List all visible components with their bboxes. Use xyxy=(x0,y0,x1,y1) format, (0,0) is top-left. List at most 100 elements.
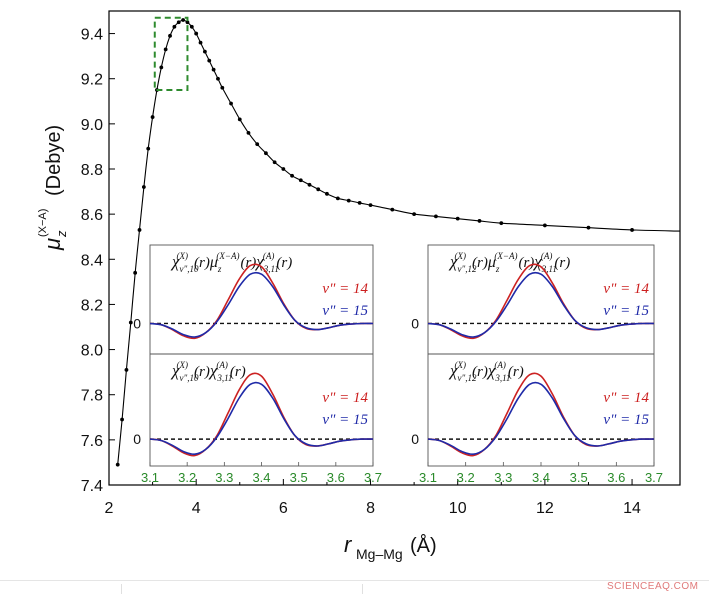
inset-x-tick-label: 3.7 xyxy=(364,470,382,485)
data-point xyxy=(181,18,185,22)
legend-v15: v" = 15 xyxy=(603,303,649,319)
insets: 3.1 3.2 3.3 3.4 3.5 3.6 3.7 χv",10(X) (r)μz(X−A)… xyxy=(133,244,663,485)
inset-x-tick-label: 3.6 xyxy=(327,470,345,485)
y-axis-label: μ z (X−A) (Debye) xyxy=(37,125,69,251)
zero-label: 0 xyxy=(133,431,141,447)
data-point xyxy=(185,20,190,25)
inset-formula: χv",10(X) (r)χ3,11(A) (r) xyxy=(170,360,246,383)
x-axis-label: r Mg–Mg (Å) xyxy=(344,532,437,562)
inset-x-tick-label: 3.5 xyxy=(570,470,588,485)
inset-x-tick-label: 3.1 xyxy=(141,470,159,485)
footer-tick-1 xyxy=(121,584,122,594)
legend-v14: v" = 14 xyxy=(603,281,649,297)
y-tick-label: 8.6 xyxy=(81,207,103,224)
legend-v15: v" = 15 xyxy=(603,412,649,428)
data-point xyxy=(455,216,460,221)
x-tick-label: 10 xyxy=(449,500,467,517)
data-point xyxy=(194,31,199,36)
data-point xyxy=(307,182,312,187)
data-point xyxy=(246,130,251,135)
footer-tick-2 xyxy=(362,584,363,594)
data-point xyxy=(146,146,151,151)
data-point xyxy=(412,212,417,217)
data-point xyxy=(172,24,177,29)
data-point xyxy=(281,167,286,171)
data-point xyxy=(198,40,203,45)
data-point xyxy=(346,198,351,203)
inset-x-tick-label: 3.4 xyxy=(532,470,550,485)
inset-panel-2: 3.1 3.2 3.3 3.4 3.5 3.6 3.7 χv",12(X) (r)μz(X−A)… xyxy=(411,244,663,485)
data-point xyxy=(586,225,591,230)
data-point xyxy=(115,462,120,467)
x-label-sub: Mg–Mg xyxy=(356,546,403,562)
data-point xyxy=(220,85,225,90)
data-point xyxy=(390,207,395,212)
zero-label: 0 xyxy=(411,431,419,447)
data-point xyxy=(128,320,133,325)
legend-v14: v" = 14 xyxy=(603,390,649,406)
data-point xyxy=(150,115,155,119)
curve-v15 xyxy=(427,381,655,456)
plot-frame xyxy=(108,10,681,486)
inset-x-tick-label: 3.4 xyxy=(252,470,270,485)
data-point xyxy=(168,33,172,38)
data-point xyxy=(211,67,216,72)
x-tick-label: 6 xyxy=(279,500,288,517)
data-point xyxy=(202,49,207,54)
x-tick-label: 4 xyxy=(192,500,201,517)
data-point xyxy=(207,58,212,63)
inset-bottom: χv",10(X) (r)χ3,11(A) (r) 0 v" = 14 v" = 15 xyxy=(133,360,374,457)
data-point xyxy=(137,228,142,232)
inset-x-tick-label: 3.2 xyxy=(178,470,196,485)
inset-panel-1: 3.1 3.2 3.3 3.4 3.5 3.6 3.7 χv",10(X) (r)μz(X−A)… xyxy=(133,244,382,485)
data-point xyxy=(368,203,373,208)
inset-formula: χv",10(X) (r)μz(X−A)(r)χ3,11(A) (r) xyxy=(170,251,292,274)
inset-x-tick-label: 3.5 xyxy=(290,470,308,485)
data-point xyxy=(264,151,268,156)
data-point xyxy=(176,20,181,25)
data-point xyxy=(189,24,194,29)
inset-frame xyxy=(427,244,655,467)
inset-frame xyxy=(149,244,374,467)
data-point xyxy=(298,178,303,183)
y-tick-label: 9.4 xyxy=(81,27,103,44)
data-point xyxy=(316,187,321,192)
data-point xyxy=(237,117,242,122)
inset-top: χv",10(X) (r)μz(X−A)(r)χ3,11(A) (r) 0 v" = 1… xyxy=(133,251,374,340)
inset-top: χv",12(X) (r)μz(X−A)(r)χ3,11(A) (r) 0 v" = 1… xyxy=(411,251,655,340)
curve-v15 xyxy=(149,271,374,338)
data-point xyxy=(434,214,438,219)
curve-v15 xyxy=(149,381,374,456)
inset-bottom: χv",12(X) (r)χ3,11(A) (r) 0 v" = 14 v" = 15 xyxy=(411,360,655,457)
data-point xyxy=(124,367,129,372)
zero-label: 0 xyxy=(133,315,141,331)
legend-v14: v" = 14 xyxy=(322,281,368,297)
y-tick-label: 7.8 xyxy=(81,388,103,405)
legend-v15: v" = 15 xyxy=(322,412,368,428)
data-point xyxy=(163,47,168,52)
data-point xyxy=(133,270,138,275)
curve-v15 xyxy=(427,271,655,338)
inset-formula: χv",12(X) (r)μz(X−A)(r)χ3,11(A) (r) xyxy=(448,251,570,274)
y-tick-label: 7.6 xyxy=(81,433,103,450)
data-point xyxy=(141,185,146,189)
data-point xyxy=(477,219,482,223)
y-label-main: μ xyxy=(40,238,65,251)
inset-x-tick-label: 3.2 xyxy=(457,470,475,485)
data-point xyxy=(335,196,340,201)
y-label-sub: z xyxy=(54,230,69,238)
x-label-unit: (Å) xyxy=(410,534,437,557)
data-point xyxy=(499,221,504,226)
x-tick-label: 12 xyxy=(536,500,554,517)
data-point xyxy=(255,142,260,147)
data-point xyxy=(630,228,634,232)
footer-divider xyxy=(0,580,709,581)
data-point xyxy=(229,101,233,106)
data-point xyxy=(272,160,277,165)
y-tick-label: 8.4 xyxy=(81,252,103,269)
inset-x-tick-label: 3.7 xyxy=(645,470,663,485)
data-point xyxy=(159,65,164,70)
x-tick-label: 14 xyxy=(623,500,641,517)
